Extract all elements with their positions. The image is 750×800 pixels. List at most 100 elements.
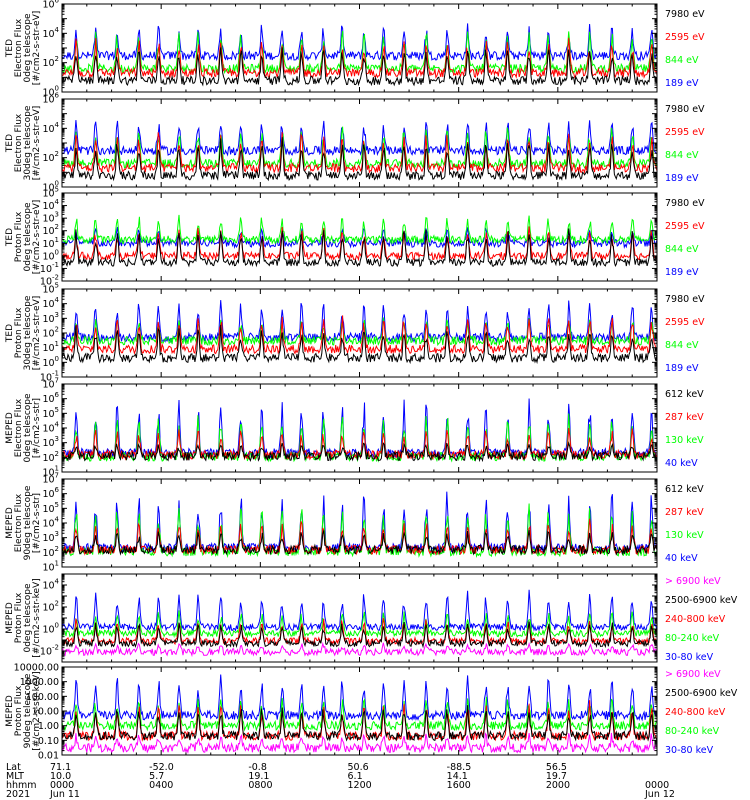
- y-tick-label: 102: [42, 450, 59, 464]
- y-axis-label-line: 30deg telescope: [23, 105, 33, 180]
- legend-entry: 240-800 keV: [665, 614, 726, 625]
- y-axis-label-line: TED: [5, 228, 15, 247]
- legend-entry: 130 keV: [665, 435, 704, 446]
- y-axis-label-line: MEPED: [5, 602, 15, 634]
- x-tick-label: 14.1: [447, 771, 468, 782]
- x-row-label: MLT: [6, 771, 24, 782]
- series-line--6900-kev: [62, 641, 657, 658]
- legend-entry: 30-80 keV: [665, 652, 714, 663]
- y-tick-label: 100: [42, 355, 59, 369]
- x-tick-label: 0400: [149, 780, 173, 791]
- x-tick-label: 0000: [645, 780, 669, 791]
- y-tick-label: 104: [42, 578, 59, 592]
- y-tick-label: 106: [42, 0, 59, 11]
- x-tick-label: -88.5: [447, 762, 472, 773]
- legend-entry: 2500-6900 keV: [665, 688, 738, 699]
- y-tick-label: 10-2: [40, 644, 59, 658]
- legend-entry: 7980 eV: [665, 198, 705, 209]
- y-axis-label-line: Proton Flux: [14, 592, 24, 643]
- x-tick-label: 56.5: [546, 762, 567, 773]
- y-tick-label: 107: [42, 377, 59, 391]
- x-tick-label: Jun 11: [49, 789, 80, 800]
- legend-entry: 240-800 keV: [665, 707, 726, 718]
- x-tick-label: 10.0: [50, 771, 71, 782]
- y-axis-label-line: 90deg telescope: [23, 673, 33, 748]
- y-axis-label-line: Electron Flux: [14, 398, 24, 457]
- series-line-80-240-kev: [62, 610, 657, 639]
- y-tick-label: 0.01: [38, 751, 59, 762]
- legend-entry: 2595 eV: [665, 127, 705, 138]
- series-line-612-kev: [62, 441, 657, 463]
- y-tick-label: 103: [42, 530, 59, 544]
- series-line-844-ev: [62, 214, 657, 245]
- y-axis-label-line: [#/cm2-s-str-keV]: [32, 578, 42, 657]
- x-row-label: Lat: [6, 762, 21, 773]
- legend-entry: 189 eV: [665, 267, 699, 278]
- y-tick-label: 102: [42, 545, 59, 559]
- x-tick-label: Jun 12: [644, 789, 675, 800]
- legend-entry: 2595 eV: [665, 221, 705, 232]
- x-tick-label: 19.1: [248, 771, 269, 782]
- legend-entry: 189 eV: [665, 78, 699, 89]
- series-line-844-ev: [62, 317, 657, 347]
- series-line-612-kev: [62, 529, 657, 556]
- y-tick-label: 100.00: [26, 692, 59, 703]
- legend-entry: 287 keV: [665, 412, 704, 423]
- panel-5-data: [62, 398, 657, 463]
- series-line-189-ev: [62, 120, 657, 157]
- legend-entry: 612 keV: [665, 484, 704, 495]
- y-tick-label: 102: [42, 600, 59, 614]
- legend-entry: 7980 eV: [665, 294, 705, 305]
- panel-7-data: [62, 589, 657, 658]
- y-tick-label: 1.00: [38, 721, 59, 732]
- y-tick-label: 1000.00: [20, 677, 59, 688]
- y-axis-label-line: MEPED: [5, 412, 15, 444]
- y-tick-label: 106: [42, 391, 59, 405]
- legend-entry: 844 eV: [665, 244, 699, 255]
- y-tick-label: 103: [42, 435, 59, 449]
- y-tick-label: 105: [42, 406, 59, 420]
- legend-entry: 2595 eV: [665, 32, 705, 43]
- y-tick-label: 103: [42, 311, 59, 325]
- y-tick-label: 102: [42, 326, 59, 340]
- y-tick-label: 10.00: [32, 707, 59, 718]
- legend-entry: 80-240 keV: [665, 726, 720, 737]
- y-axis-label-line: MEPED: [5, 507, 15, 539]
- y-axis-label-line: [#/cm2-s-str]: [32, 493, 42, 553]
- legend-entry: 844 eV: [665, 340, 699, 351]
- y-axis-label-line: TED: [5, 324, 15, 343]
- legend-entry: 80-240 keV: [665, 633, 720, 644]
- series-line-7980-ev: [62, 324, 657, 365]
- panel-8-data: [62, 674, 657, 755]
- series-line-189-ev: [62, 300, 657, 344]
- y-tick-label: 102: [42, 150, 59, 164]
- x-row-label: hhmm: [6, 780, 37, 791]
- y-axis-label-line: [#/cm2-s-str-eV]: [32, 296, 42, 371]
- legend-entry: 7980 eV: [665, 104, 705, 115]
- y-tick-label: 104: [42, 26, 59, 40]
- legend-entry: 7980 eV: [665, 9, 705, 20]
- y-axis-label-line: [#/cm2-s-str-eV]: [32, 106, 42, 181]
- legend-entry: 40 keV: [665, 553, 698, 564]
- panel-frame: [61, 573, 658, 663]
- y-tick-label: 104: [42, 296, 59, 310]
- x-tick-label: -0.8: [248, 762, 267, 773]
- y-axis-label-line: [#/cm2-s-str-keV]: [32, 671, 42, 750]
- legend-entry: 2595 eV: [665, 317, 705, 328]
- x-tick-label: 0000: [50, 780, 74, 791]
- y-axis-label-line: TED: [5, 39, 15, 58]
- y-axis-label-line: Proton Flux: [14, 307, 24, 358]
- y-axis-label-line: Electron Flux: [14, 18, 24, 77]
- x-tick-label: 19.7: [546, 771, 567, 782]
- series-line-2500-6900-kev: [62, 621, 657, 649]
- panel-4-data: [62, 300, 657, 365]
- y-axis-label-line: TED: [5, 134, 15, 153]
- series-line-2595-ev: [62, 37, 657, 79]
- legend-entry: 612 keV: [665, 389, 704, 400]
- y-tick-label: 101: [42, 560, 59, 574]
